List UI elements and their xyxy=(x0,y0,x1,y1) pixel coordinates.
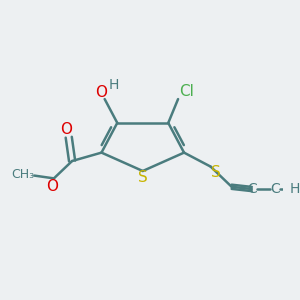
Text: H: H xyxy=(290,182,300,196)
Text: S: S xyxy=(212,165,221,180)
Text: Cl: Cl xyxy=(179,84,194,99)
Text: CH₃: CH₃ xyxy=(11,168,34,181)
Text: C: C xyxy=(270,182,280,196)
Text: C: C xyxy=(247,182,257,196)
Text: S: S xyxy=(138,170,148,185)
Text: O: O xyxy=(46,179,58,194)
Text: H: H xyxy=(108,77,119,92)
Text: O: O xyxy=(60,122,72,137)
Text: O: O xyxy=(95,85,107,100)
